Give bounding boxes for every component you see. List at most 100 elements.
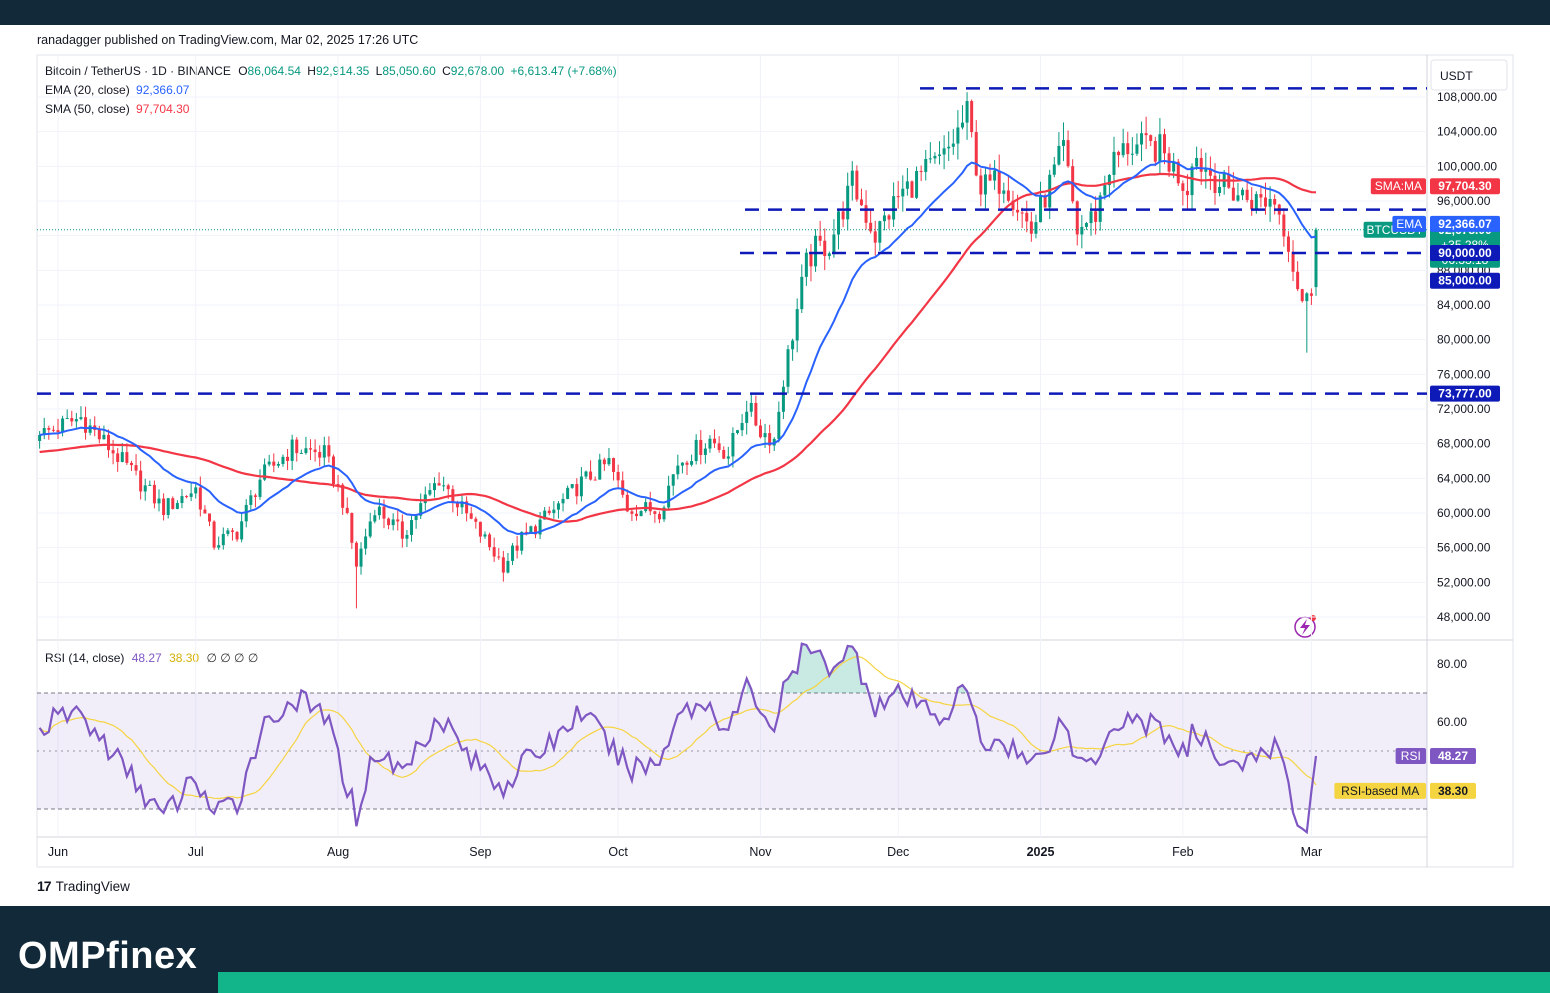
- candle-body: [593, 479, 597, 481]
- price-tick-label: 68,000.00: [1437, 437, 1491, 451]
- candle-body: [758, 425, 762, 438]
- candle-body: [1020, 212, 1024, 214]
- candle-body: [533, 526, 537, 535]
- currency-label: USDT: [1440, 69, 1473, 83]
- candle-body: [1208, 169, 1212, 176]
- candle-body: [543, 510, 547, 520]
- candle-body: [359, 548, 363, 567]
- candle-body: [1149, 135, 1153, 141]
- rsi-legend[interactable]: RSI (14, close) 48.27 38.30 ∅ ∅ ∅ ∅: [45, 651, 258, 665]
- candle-body: [61, 418, 65, 433]
- price-tick-label: 108,000.00: [1437, 90, 1497, 104]
- candle-body: [1075, 201, 1079, 235]
- time-tick-label: Sep: [469, 845, 491, 859]
- candle-body: [703, 448, 707, 455]
- candle-body: [1034, 222, 1038, 234]
- candle-body: [97, 429, 101, 440]
- price-tick-label: 52,000.00: [1437, 575, 1491, 589]
- candle-body: [864, 205, 868, 223]
- candle-body: [240, 521, 244, 540]
- candle-body: [1117, 151, 1121, 156]
- candle-body: [694, 439, 698, 462]
- candle-body: [850, 170, 854, 186]
- candle-body: [827, 253, 831, 257]
- candle-body: [185, 496, 189, 498]
- series-label-text: SMA:MA: [1375, 179, 1422, 193]
- publish-info: ranadagger published on TradingView.com,…: [37, 33, 419, 47]
- candle-body: [676, 465, 680, 475]
- candle-body: [1259, 194, 1263, 198]
- candle-body: [460, 501, 464, 508]
- price-label-value: 97,704.30: [1438, 179, 1492, 193]
- candle-body: [194, 487, 198, 494]
- lightning-icon[interactable]: [1294, 615, 1316, 638]
- candle-body: [258, 479, 262, 497]
- candle-body: [690, 461, 694, 465]
- currency-selector[interactable]: [1430, 59, 1508, 91]
- candle-body: [974, 132, 978, 176]
- candle-body: [933, 155, 937, 159]
- candle-body: [965, 101, 969, 123]
- candle-body: [818, 235, 822, 241]
- candle-body: [763, 433, 767, 438]
- candle-body: [483, 534, 487, 537]
- candle-body: [382, 506, 386, 519]
- candle-body: [520, 531, 524, 551]
- rsi-tick-label: 60.00: [1437, 715, 1467, 729]
- tradingview-footer[interactable]: 17 TradingView: [37, 878, 130, 894]
- candle-body: [116, 453, 120, 462]
- candle-body: [905, 181, 909, 189]
- candle-body: [781, 386, 785, 412]
- candle-body: [639, 511, 643, 517]
- ema-legend[interactable]: EMA (20, close) 92,366.07: [45, 83, 189, 97]
- candle-body: [882, 215, 886, 222]
- candle-body: [1204, 169, 1208, 172]
- top-header-bar: [0, 0, 1550, 25]
- candle-body: [1273, 199, 1277, 205]
- sma-legend[interactable]: SMA (50, close) 97,704.30: [45, 102, 189, 116]
- candle-body: [157, 498, 161, 504]
- candle-body: [1241, 189, 1245, 196]
- candle-body: [1107, 174, 1111, 186]
- candle-body: [1286, 236, 1290, 252]
- time-tick-label: Oct: [608, 845, 628, 859]
- price-label-box: [1430, 272, 1500, 289]
- series-label-box: [1370, 178, 1426, 195]
- candle-body: [180, 496, 184, 504]
- candle-body: [1314, 229, 1318, 288]
- candle-body: [1029, 221, 1033, 234]
- candle-body: [970, 101, 974, 133]
- candle-body: [148, 484, 152, 486]
- candle-body: [38, 435, 42, 441]
- candle-body: [152, 484, 156, 504]
- candle-body: [947, 146, 951, 149]
- candle-body: [924, 159, 928, 172]
- price-label-box: [1430, 215, 1500, 232]
- candle-body: [919, 170, 923, 172]
- candle-body: [405, 534, 409, 539]
- candle-body: [442, 485, 446, 487]
- sma-legend-value: 97,704.30: [136, 102, 190, 116]
- symbol-title[interactable]: Bitcoin / TetherUS · 1D · BINANCE: [45, 64, 231, 78]
- candle-body: [809, 252, 813, 267]
- candle-body: [102, 434, 106, 440]
- candle-body: [800, 276, 804, 310]
- candle-body: [423, 494, 427, 504]
- price-tick-label: 76,000.00: [1437, 367, 1491, 381]
- candle-body: [1043, 195, 1047, 208]
- candle-body: [377, 506, 381, 516]
- candle-body: [997, 170, 1001, 194]
- candle-body: [1002, 190, 1006, 194]
- candle-body: [846, 185, 850, 220]
- candle-body: [1121, 143, 1125, 156]
- price-chart[interactable]: USDT 108,000.00 104,000.00 100,000.00 96,00…: [0, 0, 1550, 906]
- candle-body: [1061, 140, 1065, 146]
- time-tick-label: Aug: [327, 845, 349, 859]
- candle-body: [855, 170, 859, 200]
- candle-body: [286, 456, 290, 461]
- candle-body: [515, 545, 519, 551]
- candle-body: [143, 485, 147, 492]
- candle-body: [795, 309, 799, 341]
- series-label-text: EMA: [1396, 217, 1422, 231]
- candle-body: [915, 170, 919, 198]
